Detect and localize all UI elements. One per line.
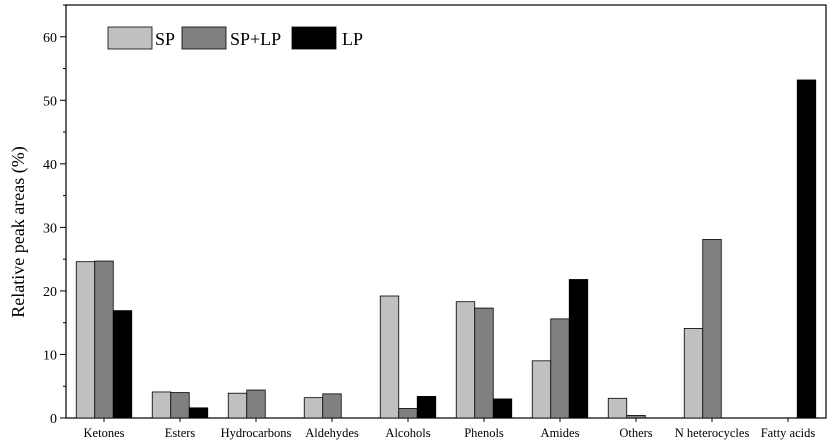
y-tick-label: 60 [43,31,57,46]
bar-sp-plus-lp-alcohols [398,408,418,419]
bar-lp-esters [188,407,209,419]
bar-sp-aldehydes [303,397,324,419]
category-label: Alcohols [385,426,430,440]
bar-sp-amides [531,360,552,419]
bar-sp-plus-lp-phenols [474,307,494,419]
bar-sp-plus-lp-ketones [94,260,114,419]
category-label: Amides [541,426,580,440]
bars [75,79,817,419]
bar-sp-plus-lp-n-heterocycles [702,239,722,419]
axes: 0 10 20 30 40 50 60 [43,4,827,427]
y-tick-label: 40 [43,158,57,173]
legend-swatch [181,26,227,50]
category-label: Others [619,426,652,440]
bar-sp-ketones [75,261,96,419]
legend-label: SP [155,29,175,49]
bar-lp-amides [568,279,589,419]
category-labels: Ketones Esters Hydrocarbons Aldehydes Alcoho… [84,426,816,440]
y-axis-title: Relative peak areas (%) [8,146,29,317]
y-tick-label: 50 [43,94,57,109]
y-tick-label: 0 [50,412,57,427]
y-tick-label: 10 [43,348,57,363]
bar-sp-phenols [455,301,476,419]
plot-frame [65,4,827,419]
bar-lp-phenols [492,398,513,419]
bar-sp-plus-lp-aldehydes [322,393,342,419]
legend-label: SP+LP [230,29,281,49]
legend-swatch [291,26,337,50]
category-label: Fatty acids [761,426,816,440]
category-label: Hydrocarbons [221,426,292,440]
category-label: Esters [165,426,196,440]
y-tick-label: 30 [43,221,57,236]
legend-label: LP [342,29,363,49]
category-label: Aldehydes [305,426,359,440]
legend-swatch [107,26,153,50]
bar-lp-fatty-acids [796,79,817,419]
bar-lp-ketones [112,310,133,419]
bar-sp-n-heterocycles [683,328,704,419]
bar-sp-esters [151,391,172,419]
bar-sp-plus-lp-esters [170,392,190,419]
bar-sp-alcohols [379,295,400,419]
y-tick-label: 20 [43,285,57,300]
category-label: Ketones [84,426,125,440]
bar-sp-plus-lp-amides [550,318,570,419]
bar-lp-alcohols [416,395,437,419]
bar-sp-hydrocarbons [227,392,248,419]
bar-sp-others [607,397,628,419]
bar-sp-plus-lp-others [626,415,646,419]
legend: SP SP+LP LP [107,26,363,50]
category-label: N heterocycles [675,426,750,440]
bar-sp-plus-lp-hydrocarbons [246,389,266,419]
category-label: Phenols [464,426,504,440]
